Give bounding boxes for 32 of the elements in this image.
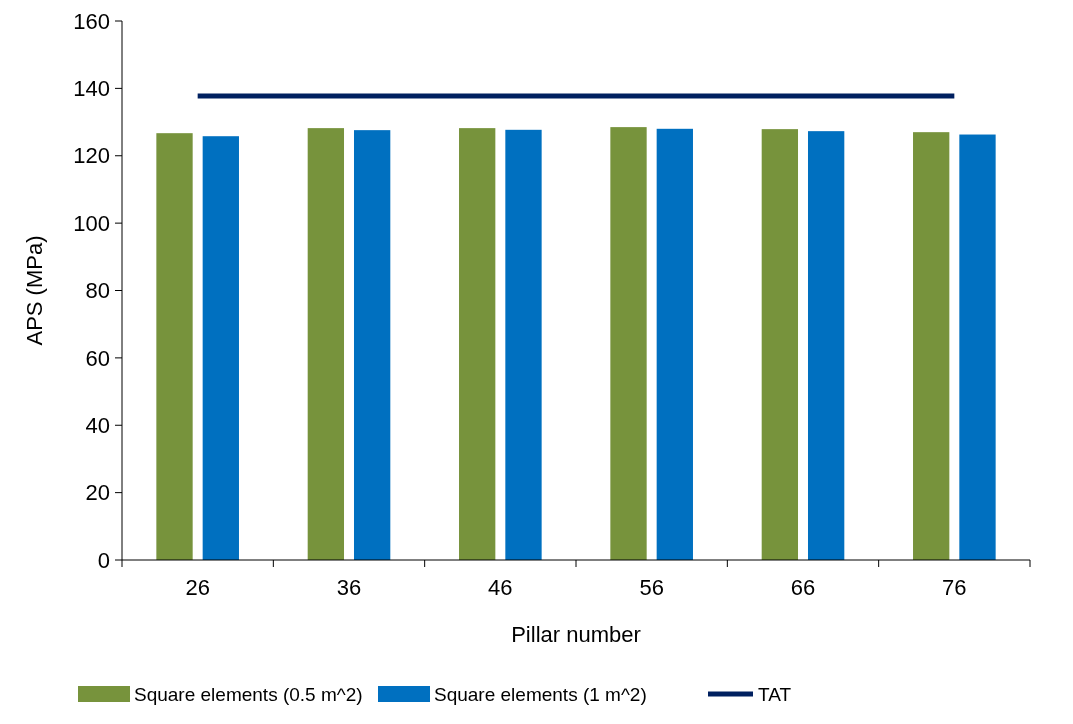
bar	[202, 136, 239, 560]
x-tick-label: 46	[488, 575, 513, 600]
bar	[610, 127, 647, 560]
bar	[505, 129, 542, 560]
y-tick-label: 60	[85, 345, 110, 371]
x-tick-label: 36	[336, 575, 362, 600]
y-axis-title: APS (MPa)	[22, 235, 47, 346]
x-tick-label: 76	[942, 575, 967, 600]
bar	[307, 128, 345, 560]
legend-label: TAT	[758, 683, 792, 705]
bar	[959, 134, 996, 560]
bar	[761, 129, 799, 560]
bar	[459, 128, 496, 560]
y-tick-label: 80	[85, 278, 110, 304]
y-tick-label: 0	[97, 547, 110, 573]
y-tick-label: 100	[73, 210, 110, 236]
x-axis-title: Pillar number	[511, 622, 641, 647]
x-tick-label: 56	[639, 575, 664, 600]
bar	[807, 131, 845, 560]
bar	[656, 128, 693, 560]
bar	[353, 130, 391, 560]
y-tick-label: 40	[85, 412, 110, 438]
y-tick-label: 160	[73, 8, 110, 34]
x-tick-label: 26	[185, 575, 210, 600]
legend-label: Square elements (1 m^2)	[434, 683, 647, 705]
legend-label: Square elements (0.5 m^2)	[134, 683, 363, 705]
y-tick-label: 140	[73, 76, 110, 102]
y-tick-label: 20	[85, 480, 110, 506]
bar	[156, 133, 193, 560]
bar	[913, 132, 950, 560]
y-tick-label: 120	[73, 143, 110, 169]
x-tick-label: 66	[790, 575, 816, 600]
